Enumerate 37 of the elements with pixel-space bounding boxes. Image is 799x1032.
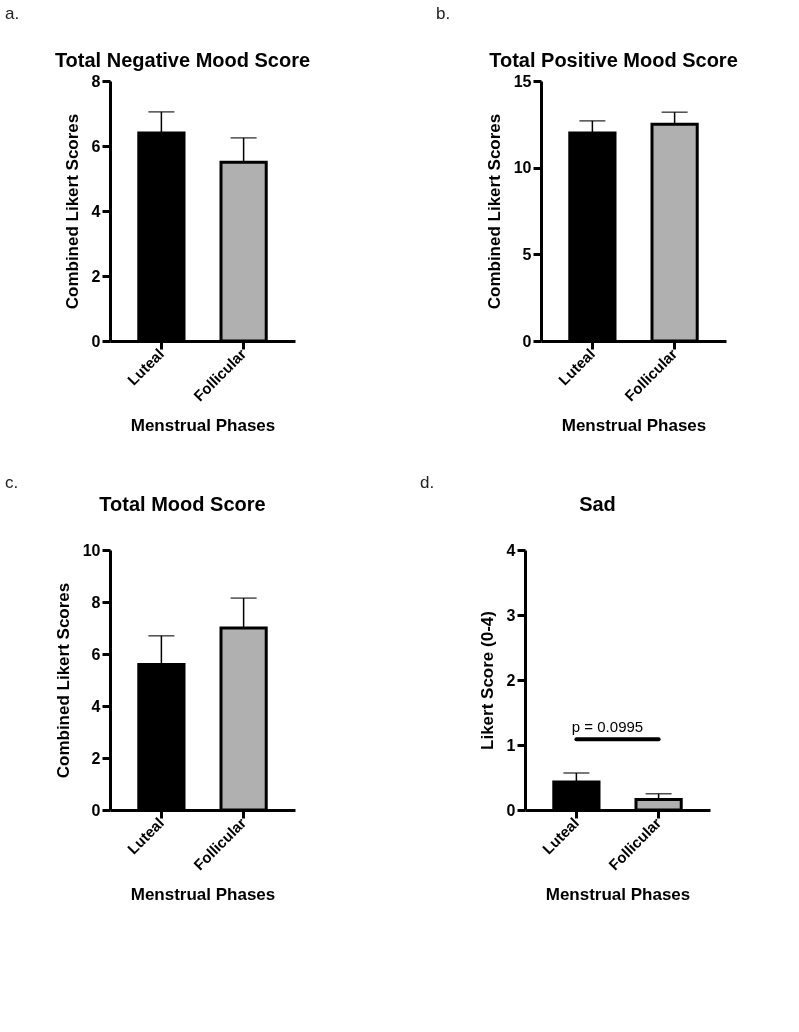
y-tick-label: 6 <box>91 645 101 663</box>
chart-title: Total Negative Mood Score <box>54 49 311 71</box>
y-tick-label: 2 <box>91 267 101 285</box>
y-tick-label: 2 <box>506 671 516 689</box>
text: d. <box>420 473 435 492</box>
y-tick-label: 5 <box>522 245 532 263</box>
chart-title: Sad <box>579 493 616 515</box>
y-tick-label: 0 <box>522 332 532 350</box>
y-tick-label: 4 <box>506 541 516 559</box>
x-axis-title: Menstrual Phases <box>130 885 276 905</box>
y-tick-label: 6 <box>91 137 101 155</box>
y-tick-label: 8 <box>91 593 101 611</box>
y-tick-label: 3 <box>506 606 516 624</box>
y-axis-title: Combined Likert Scores <box>62 113 82 310</box>
text: b. <box>436 4 451 23</box>
y-tick-label: 1 <box>506 736 516 754</box>
y-tick-label: 10 <box>513 159 532 177</box>
y-tick-label: 4 <box>91 697 101 715</box>
text: a. <box>5 4 20 23</box>
chart-title: Total Mood Score <box>99 493 266 515</box>
y-tick-label: 0 <box>91 801 101 819</box>
y-axis-title: Combined Likert Scores <box>53 582 73 779</box>
text: c. <box>5 473 19 492</box>
annotation: p = 0.0995 <box>571 718 644 736</box>
y-tick-label: 2 <box>91 749 101 767</box>
y-tick-label: 4 <box>91 202 101 220</box>
x-axis-title: Menstrual Phases <box>545 885 691 905</box>
x-axis-title: Menstrual Phases <box>130 416 276 436</box>
y-tick-label: 0 <box>506 801 516 819</box>
y-tick-label: 10 <box>82 541 101 559</box>
y-tick-label: 0 <box>91 332 101 350</box>
y-axis-title: Likert Score (0-4) <box>477 611 497 750</box>
y-tick-label: 15 <box>513 72 532 90</box>
y-tick-label: 8 <box>91 72 101 90</box>
x-axis-title: Menstrual Phases <box>561 416 707 436</box>
chart-title: Total Positive Mood Score <box>489 49 738 71</box>
y-axis-title: Combined Likert Scores <box>484 113 504 310</box>
